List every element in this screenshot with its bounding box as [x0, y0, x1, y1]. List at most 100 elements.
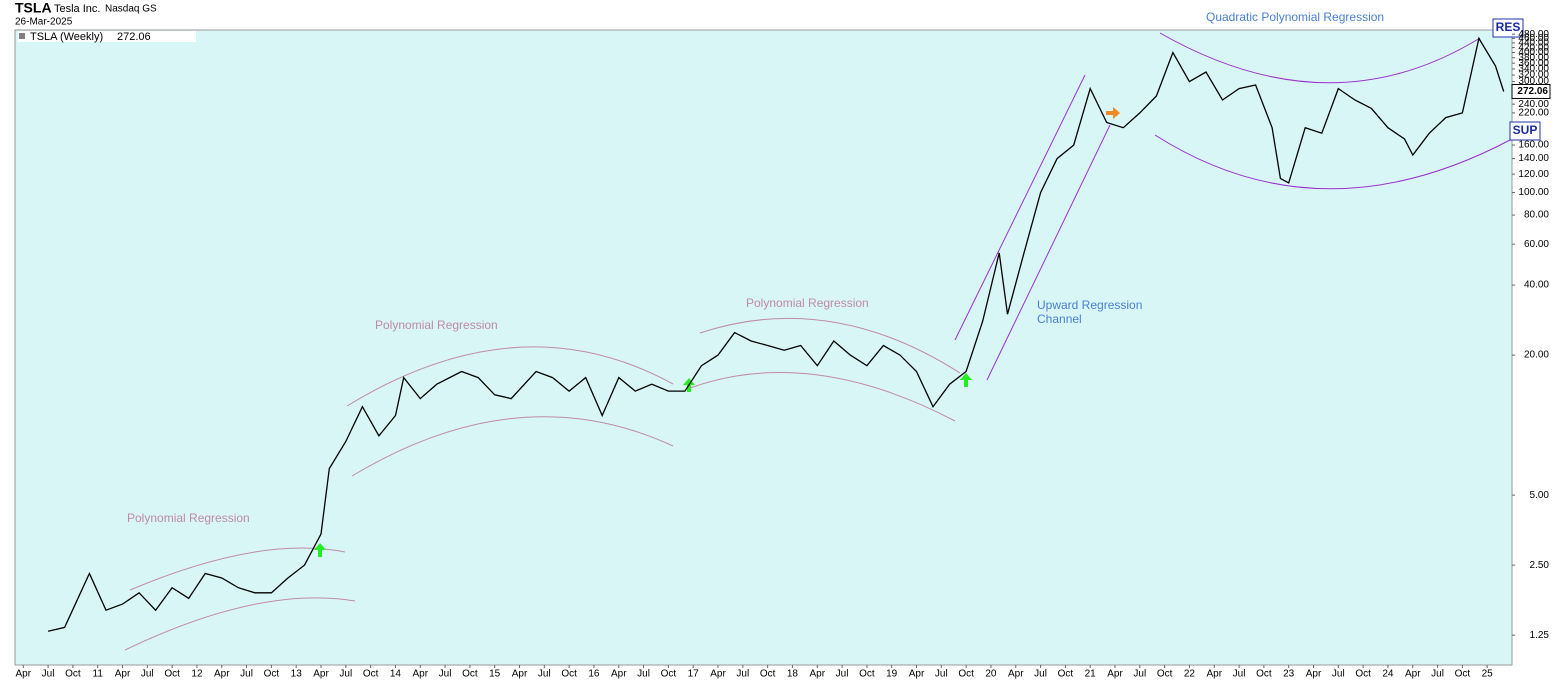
y-tick-label: 2.50 [1530, 560, 1550, 571]
y-tick-label: 80.00 [1524, 210, 1549, 221]
x-tick-label: Oct [164, 669, 180, 680]
regression-curve [1159, 32, 1481, 84]
x-tick-label: Apr [1405, 669, 1421, 680]
x-tick-label: 23 [1283, 669, 1295, 680]
y-tick-label: 400.00 [1518, 47, 1549, 58]
x-tick-label: 14 [390, 669, 402, 680]
y-tick-label: 300.00 [1518, 76, 1549, 87]
x-tick-label: Jul [240, 669, 253, 680]
res-box [1492, 18, 1524, 38]
x-tick-label: Apr [1306, 669, 1322, 680]
regression-curves [124, 32, 1511, 651]
x-tick-label: Jul [538, 669, 551, 680]
res-label: RES [1496, 20, 1521, 34]
buy-arrow [314, 543, 326, 557]
y-tick-label: 240.00 [1518, 99, 1549, 110]
x-tick-label: Apr [1107, 669, 1123, 680]
x-tick-label: Apr [412, 669, 428, 680]
legend-value: 272.06 [117, 31, 151, 43]
x-tick-label: Oct [859, 669, 875, 680]
x-tick-label: Oct [462, 669, 478, 680]
x-tick-label: Apr [313, 669, 329, 680]
x-tick-label: 13 [291, 669, 303, 680]
x-tick-label: 12 [191, 669, 203, 680]
sup-label: SUP [1513, 123, 1538, 137]
y-tick-label: 340.00 [1518, 64, 1549, 75]
y-tick-label: 480.00 [1518, 29, 1549, 40]
x-tick-label: Oct [760, 669, 776, 680]
x-tick-label: Oct [65, 669, 81, 680]
x-tick-label: 19 [886, 669, 898, 680]
buy-arrow [960, 373, 972, 387]
annotation: Upward Regression [1037, 298, 1142, 312]
x-tick-label: Oct [1355, 669, 1371, 680]
regression-channel [954, 74, 1086, 341]
x-tick-label: 25 [1482, 669, 1494, 680]
x-tick-label: Jul [1034, 669, 1047, 680]
x-tick-label: 20 [985, 669, 997, 680]
y-tick-label: 1.25 [1530, 630, 1550, 641]
x-tick-label: 11 [93, 669, 104, 680]
x-tick-label: Jul [637, 669, 650, 680]
x-tick-label: Oct [1157, 669, 1173, 680]
x-tick-label: 22 [1184, 669, 1196, 680]
x-tick-label: Oct [661, 669, 677, 680]
last-price-label: 272.06 [1517, 86, 1548, 97]
x-tick-label: Jul [736, 669, 749, 680]
y-tick-label: 440.00 [1518, 38, 1549, 49]
y-tick-label: 140.00 [1518, 153, 1549, 164]
x-tick-label: Jul [836, 669, 849, 680]
plot-area [14, 29, 1513, 666]
x-tick-label: Jul [439, 669, 452, 680]
annotation: Polynomial Regression [127, 511, 250, 525]
y-tick-label: 460.00 [1518, 33, 1549, 44]
x-tick-label: 17 [688, 669, 700, 680]
y-tick-label: 320.00 [1518, 70, 1549, 81]
regression-curve [124, 597, 356, 651]
legend-label: TSLA (Weekly) [30, 31, 103, 43]
x-tick-label: Jul [339, 669, 352, 680]
y-tick-label: 5.00 [1530, 490, 1550, 501]
regression-channel [986, 124, 1111, 381]
annotation: Quadratic Polynomial Regression [1206, 10, 1384, 24]
x-tick-label: Jul [1233, 669, 1246, 680]
x-tick-label: Oct [1256, 669, 1272, 680]
x-tick-label: 18 [787, 669, 799, 680]
x-tick-label: Apr [909, 669, 925, 680]
x-tick-label: Apr [1206, 669, 1222, 680]
x-tick-label: Apr [512, 669, 528, 680]
y-tick-label: 20.00 [1524, 350, 1549, 361]
legend-box [18, 31, 196, 42]
x-tick-label: 15 [489, 669, 501, 680]
x-tick-label: Apr [115, 669, 131, 680]
x-tick-label: 21 [1085, 669, 1097, 680]
x-tick-label: Apr [710, 669, 726, 680]
legend-icon [19, 33, 25, 39]
y-tick-label: 160.00 [1518, 140, 1549, 151]
chart-title: TSLA [15, 0, 52, 16]
annotation: Channel [1037, 312, 1082, 326]
exchange: Nasdaq GS [105, 4, 157, 15]
x-tick-label: Oct [264, 669, 280, 680]
chart-subtitle: Tesla Inc. [54, 3, 100, 15]
last-price-box [1511, 83, 1551, 99]
x-tick-label: Oct [363, 669, 379, 680]
y-tick-label: 360.00 [1518, 58, 1549, 69]
x-tick-label: Jul [1332, 669, 1345, 680]
annotation: Polynomial Regression [746, 296, 869, 310]
x-tick-label: Apr [1008, 669, 1024, 680]
regression-curve [689, 371, 956, 422]
y-tick-label: 40.00 [1524, 280, 1549, 291]
x-tick-label: Apr [214, 669, 230, 680]
x-tick-label: Jul [1431, 669, 1444, 680]
x-tick-label: Apr [15, 669, 31, 680]
regression-curve [1154, 134, 1511, 190]
x-tick-label: Jul [1133, 669, 1146, 680]
y-tick-label: 100.00 [1518, 187, 1549, 198]
date: 26-Mar-2025 [15, 17, 73, 28]
price-line [47, 36, 1505, 632]
x-tick-label: Oct [561, 669, 577, 680]
x-tick-label: Jul [141, 669, 154, 680]
x-tick-label: Jul [42, 669, 55, 680]
